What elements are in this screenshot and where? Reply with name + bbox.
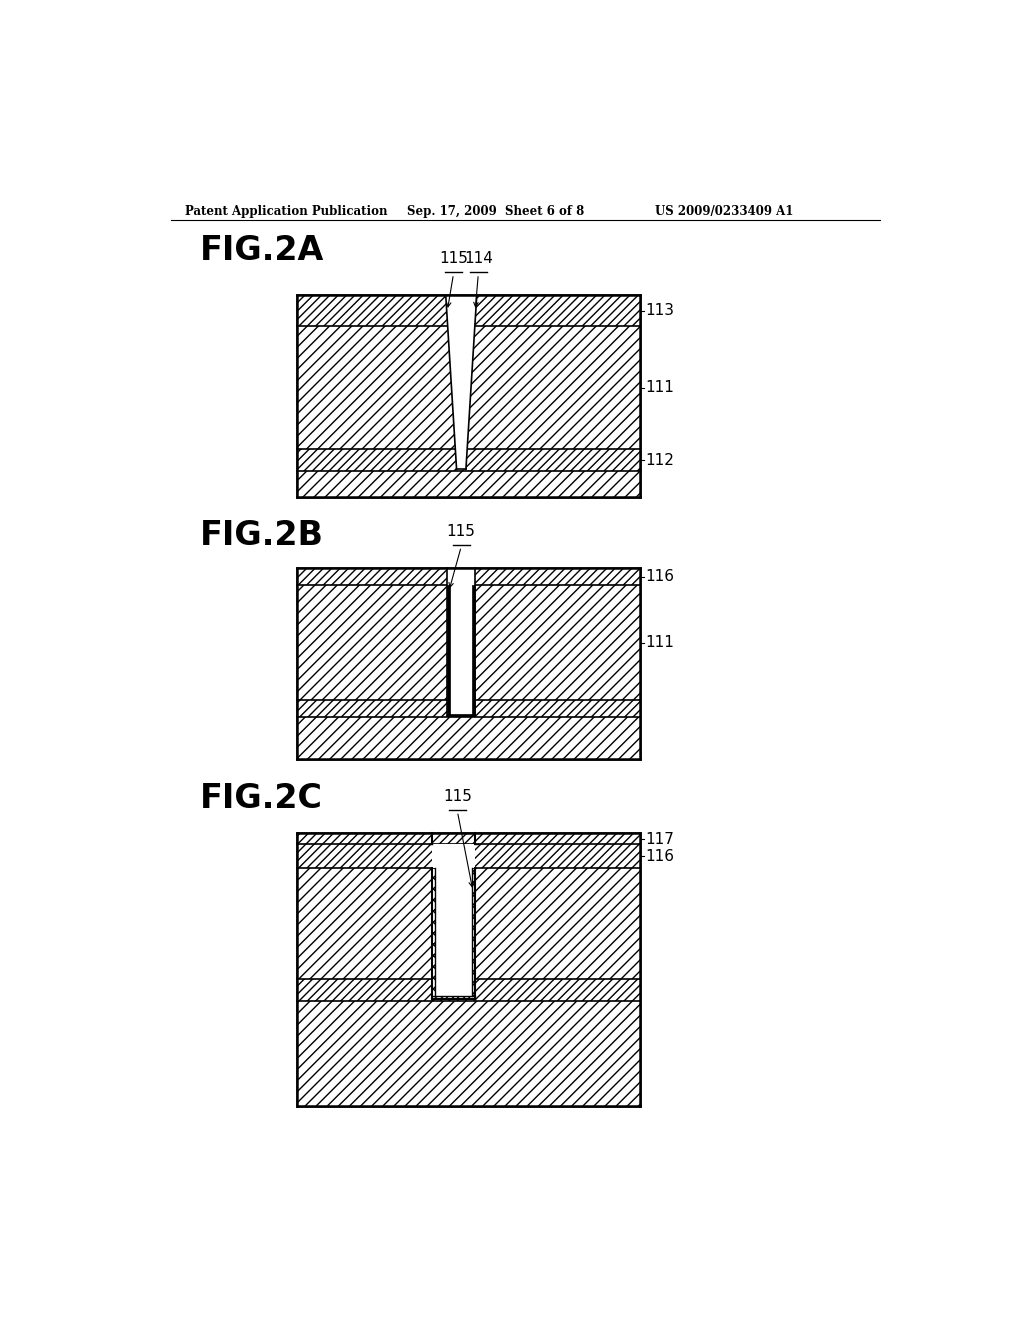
Bar xyxy=(297,867,640,979)
Text: FIG.2C: FIG.2C xyxy=(200,781,324,816)
Text: 114: 114 xyxy=(464,251,493,267)
Bar xyxy=(297,833,640,845)
Bar xyxy=(297,718,640,759)
Bar xyxy=(297,1001,640,1106)
Text: Patent Application Publication: Patent Application Publication xyxy=(184,205,387,218)
Text: 115: 115 xyxy=(446,524,476,539)
Bar xyxy=(297,450,640,471)
Bar xyxy=(447,568,475,715)
Bar xyxy=(297,568,640,759)
Bar xyxy=(297,585,640,701)
Bar xyxy=(447,585,450,715)
Bar xyxy=(297,296,640,498)
Text: 117: 117 xyxy=(646,832,675,846)
Text: 115: 115 xyxy=(439,251,468,267)
Bar xyxy=(297,979,640,1001)
Text: 111: 111 xyxy=(646,380,675,396)
Bar xyxy=(297,568,640,585)
Bar xyxy=(472,867,475,999)
Polygon shape xyxy=(445,296,477,470)
Text: FIG.2A: FIG.2A xyxy=(200,234,325,267)
Bar xyxy=(297,471,640,498)
Text: 115: 115 xyxy=(443,788,472,804)
Bar xyxy=(297,833,640,1106)
Text: 111: 111 xyxy=(646,635,675,651)
Text: 112: 112 xyxy=(646,453,675,467)
Bar xyxy=(447,714,475,715)
Text: 113: 113 xyxy=(646,304,675,318)
Bar xyxy=(432,867,475,999)
Bar xyxy=(297,845,640,867)
Bar xyxy=(432,845,475,867)
Text: US 2009/0233409 A1: US 2009/0233409 A1 xyxy=(655,205,794,218)
Text: 116: 116 xyxy=(646,569,675,583)
Bar xyxy=(297,296,640,326)
Bar xyxy=(297,326,640,449)
Text: Sep. 17, 2009  Sheet 6 of 8: Sep. 17, 2009 Sheet 6 of 8 xyxy=(407,205,585,218)
Text: FIG.2B: FIG.2B xyxy=(200,519,324,552)
Bar xyxy=(432,867,435,999)
Bar xyxy=(297,701,640,718)
Bar xyxy=(472,585,475,715)
Text: 116: 116 xyxy=(646,849,675,863)
Bar xyxy=(432,997,475,999)
